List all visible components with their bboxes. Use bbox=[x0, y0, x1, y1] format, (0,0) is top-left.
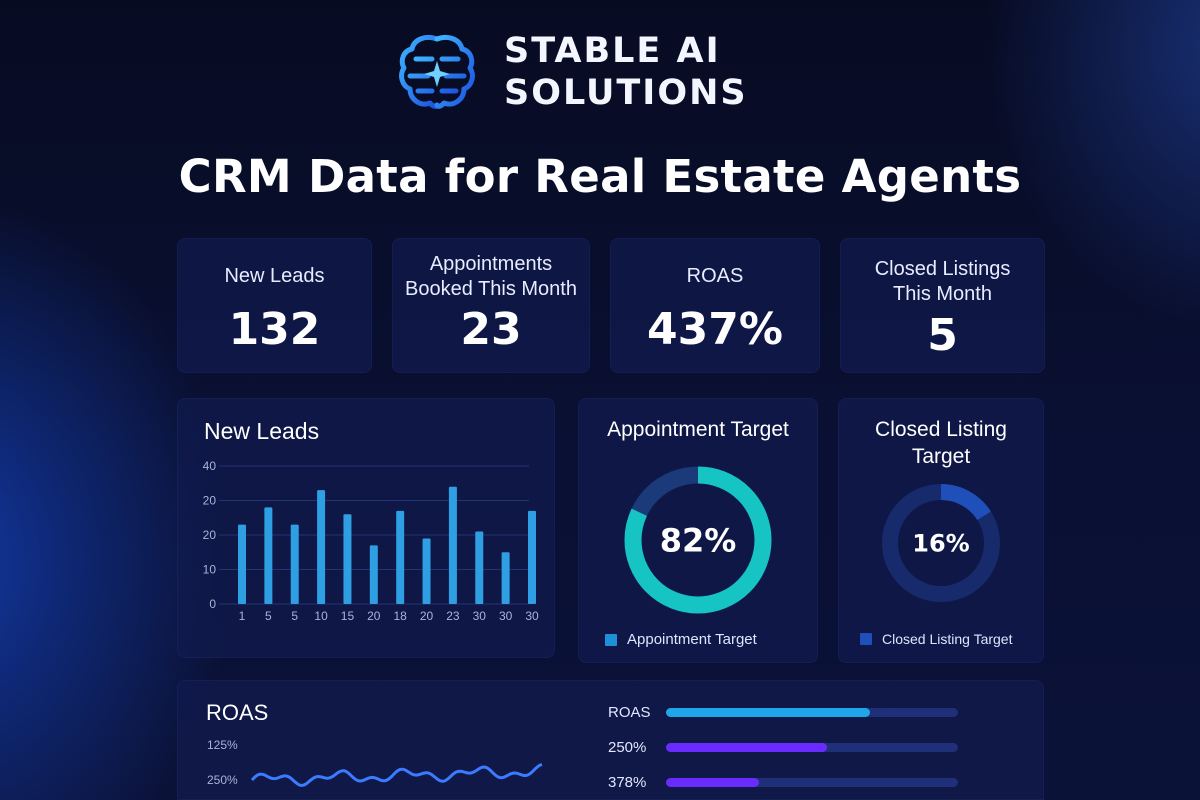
x-tick-label: 5 bbox=[265, 609, 272, 623]
kpi-label-line2: This Month bbox=[893, 283, 992, 305]
roas-bar-track bbox=[666, 708, 958, 717]
y-tick-label: 0 bbox=[209, 597, 216, 611]
bar bbox=[396, 510, 405, 604]
kpi-label: New Leads bbox=[224, 265, 325, 287]
bar bbox=[369, 545, 378, 604]
y-tick-label: 40 bbox=[203, 459, 217, 473]
roas-bar-label: 378% bbox=[608, 774, 647, 791]
y-tick-label: 20 bbox=[203, 494, 217, 508]
x-tick-label: 30 bbox=[525, 609, 539, 623]
roas-line-chart: 125% 250% bbox=[207, 738, 543, 787]
x-tick-label: 20 bbox=[420, 609, 434, 623]
bar bbox=[238, 524, 246, 604]
roas-bar-track bbox=[666, 778, 958, 787]
page-title: CRM Data for Real Estate Agents bbox=[178, 150, 1022, 203]
x-tick-label: 18 bbox=[394, 609, 408, 623]
x-tick-label: 10 bbox=[314, 609, 328, 623]
legend-swatch bbox=[860, 633, 872, 645]
legend: Appointment Target bbox=[605, 631, 757, 648]
brand-name-line2: SOLUTIONS bbox=[504, 73, 748, 113]
bar bbox=[290, 524, 299, 604]
x-tick-label: 30 bbox=[473, 609, 487, 623]
bar bbox=[475, 531, 484, 604]
kpi-label-line2: Booked This Month bbox=[405, 278, 577, 300]
x-tick-label: 5 bbox=[291, 609, 298, 623]
bar bbox=[501, 552, 510, 604]
new-leads-chart-card: New Leads 40 20 20 10 0 1 5 5 10 15 20 18 20 23 30 30 30 bbox=[177, 398, 555, 658]
kpi-card-new-leads: New Leads 132 bbox=[177, 238, 372, 373]
legend-label: Appointment Target bbox=[627, 631, 757, 648]
bar bbox=[448, 486, 457, 604]
appointment-target-card: Appointment Target 82% Appointment Targe… bbox=[578, 398, 818, 663]
closed-listing-target-card: Closed Listing Target 16% Closed Listing… bbox=[838, 398, 1044, 663]
legend-label: Closed Listing Target bbox=[882, 631, 1013, 647]
donut-arc bbox=[624, 466, 772, 614]
roas-bar-label: 250% bbox=[608, 739, 647, 756]
y-tick-label: 10 bbox=[203, 563, 217, 577]
appointment-target-donut: 82% bbox=[624, 466, 772, 614]
kpi-card-closed-listings: Closed Listings This Month 5 bbox=[840, 238, 1045, 373]
kpi-label: Closed Listings bbox=[874, 258, 1011, 280]
x-tick-label: 30 bbox=[499, 609, 513, 623]
donut-percent: 82% bbox=[660, 522, 737, 560]
roas-bar-fill bbox=[666, 708, 871, 717]
y-tick-label: 125% bbox=[207, 738, 238, 752]
closed-listing-target-donut: 16% bbox=[882, 484, 1000, 602]
chart-title-line2: Target bbox=[911, 445, 971, 468]
roas-bar-track bbox=[666, 743, 958, 752]
chart-title: Appointment Target bbox=[607, 418, 789, 441]
roas-bar-fill bbox=[666, 778, 760, 787]
roas-bar-row: 250% bbox=[608, 739, 958, 756]
x-tick-label: 23 bbox=[446, 609, 460, 623]
roas-bar-row: ROAS bbox=[608, 704, 958, 721]
brand-header: STABLE AI SOLUTIONS bbox=[396, 30, 748, 114]
donut-arc bbox=[882, 484, 1000, 602]
y-tick-label: 20 bbox=[203, 528, 217, 542]
kpi-card-roas: ROAS 437% bbox=[610, 238, 820, 373]
bar bbox=[528, 510, 536, 604]
chart-title: Closed Listing bbox=[875, 418, 1007, 441]
kpi-label: ROAS bbox=[686, 265, 744, 287]
x-tick-label: 15 bbox=[341, 609, 355, 623]
bar bbox=[343, 514, 352, 604]
brand-name-line1: STABLE AI bbox=[504, 31, 721, 71]
kpi-label: Appointments bbox=[429, 253, 553, 275]
roas-line bbox=[250, 763, 543, 787]
roas-bar-fill bbox=[666, 743, 827, 752]
x-tick-label: 1 bbox=[239, 609, 246, 623]
y-tick-label: 250% bbox=[207, 773, 238, 787]
bar bbox=[264, 507, 273, 604]
legend-swatch bbox=[605, 633, 617, 646]
brand-name: STABLE AI SOLUTIONS bbox=[504, 30, 748, 114]
x-tick-label: 20 bbox=[367, 609, 381, 623]
kpi-value: 437% bbox=[647, 304, 783, 355]
chart-title: New Leads bbox=[204, 418, 320, 444]
brain-circuit-icon bbox=[399, 34, 475, 109]
donut-percent: 16% bbox=[912, 530, 969, 558]
roas-bar-row: 378% bbox=[608, 774, 958, 791]
kpi-card-appointments: Appointments Booked This Month 23 bbox=[392, 238, 590, 373]
bar bbox=[317, 490, 326, 604]
kpi-value: 23 bbox=[460, 304, 522, 355]
roas-title: ROAS bbox=[206, 700, 269, 725]
kpi-value: 5 bbox=[927, 310, 958, 361]
roas-bar-label: ROAS bbox=[608, 704, 651, 721]
legend: Closed Listing Target bbox=[860, 631, 1012, 647]
bar bbox=[422, 538, 431, 604]
kpi-value: 132 bbox=[228, 304, 321, 355]
